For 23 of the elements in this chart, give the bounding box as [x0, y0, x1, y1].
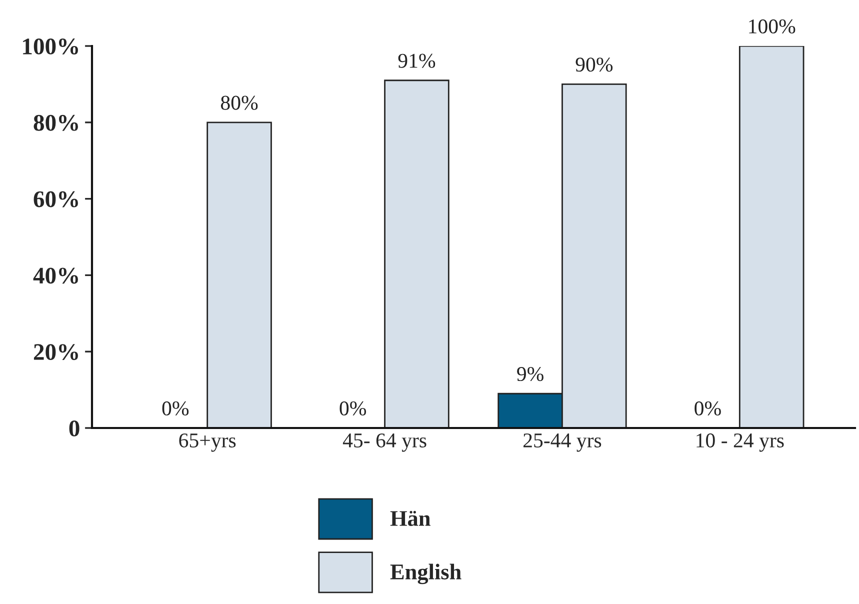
data-label: 91% — [398, 54, 436, 68]
legend-label: Hän — [390, 510, 430, 526]
y-tick-label: 100% — [23, 38, 78, 54]
y-tick-label: 40% — [33, 268, 78, 284]
data-label: 90% — [576, 58, 613, 72]
data-label: 0% — [340, 401, 366, 416]
y-tick-label: 60% — [34, 191, 78, 208]
y-tick-label: 80% — [34, 114, 78, 131]
y-tick-label: 0 — [69, 420, 80, 436]
bar — [738, 46, 804, 428]
data-label: 80% — [220, 96, 258, 110]
bar — [206, 122, 272, 428]
data-label: 100% — [749, 19, 796, 34]
x-tick-label: 45- 64 yrs — [342, 433, 426, 452]
data-label: 0% — [694, 401, 721, 416]
legend-label: English — [390, 564, 462, 584]
data-label: 9% — [517, 366, 544, 382]
x-tick-label: 65+yrs — [179, 433, 236, 452]
x-tick-label: 25-44 yrs — [524, 433, 602, 452]
y-tick-label: 20% — [34, 344, 78, 360]
data-label: 0% — [162, 401, 189, 416]
bar — [384, 80, 450, 428]
x-tick-label: 10 - 24 yrs — [696, 433, 784, 452]
